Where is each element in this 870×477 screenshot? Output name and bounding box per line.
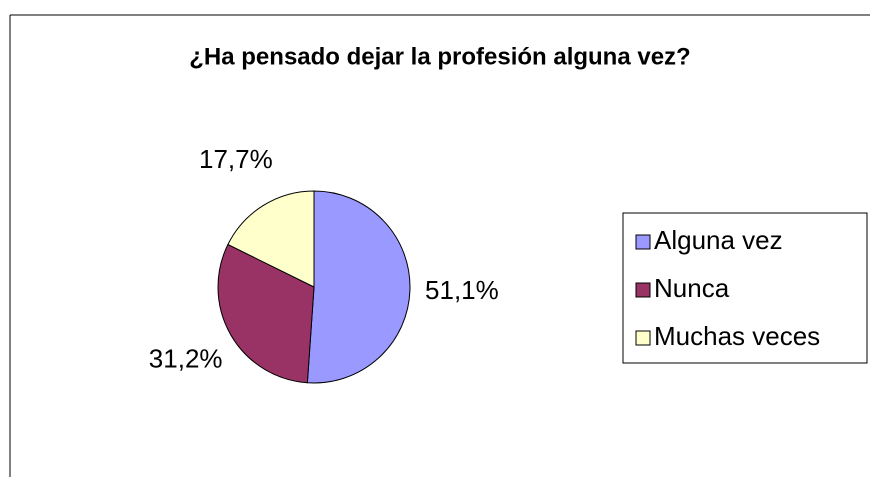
data-label: 51,1%	[425, 275, 499, 305]
data-label: 17,7%	[199, 144, 273, 174]
data-label: 31,2%	[149, 344, 223, 374]
legend-label: Nunca	[654, 273, 730, 303]
chart-title: ¿Ha pensado dejar la profesión alguna ve…	[189, 43, 690, 70]
pie-slice	[217, 243, 315, 384]
legend-swatch	[635, 330, 651, 346]
legend-swatch	[635, 282, 651, 298]
pie-slice	[306, 190, 411, 384]
pie-slice	[227, 190, 315, 288]
legend-box	[622, 212, 868, 364]
legend-label: Muchas veces	[654, 321, 820, 351]
legend-label: Alguna vez	[654, 225, 783, 255]
legend-swatch	[635, 234, 651, 250]
